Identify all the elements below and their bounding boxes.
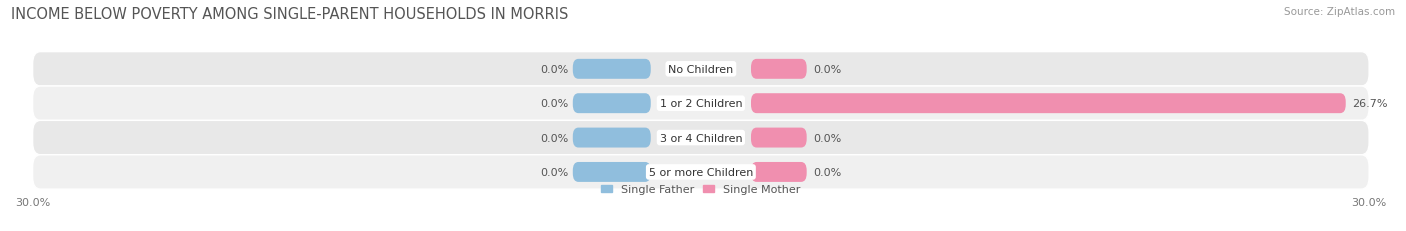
FancyBboxPatch shape — [32, 52, 1369, 87]
Text: 1 or 2 Children: 1 or 2 Children — [659, 99, 742, 109]
Text: 26.7%: 26.7% — [1353, 99, 1388, 109]
FancyBboxPatch shape — [572, 94, 651, 114]
FancyBboxPatch shape — [751, 162, 807, 182]
Legend: Single Father, Single Mother: Single Father, Single Mother — [602, 185, 800, 195]
Text: 0.0%: 0.0% — [540, 99, 568, 109]
Text: 0.0%: 0.0% — [813, 167, 842, 177]
FancyBboxPatch shape — [32, 155, 1369, 189]
Text: 5 or more Children: 5 or more Children — [648, 167, 754, 177]
Text: 0.0%: 0.0% — [540, 133, 568, 143]
Text: 0.0%: 0.0% — [813, 133, 842, 143]
Text: 3 or 4 Children: 3 or 4 Children — [659, 133, 742, 143]
FancyBboxPatch shape — [572, 128, 651, 148]
Text: 0.0%: 0.0% — [813, 64, 842, 75]
Text: 0.0%: 0.0% — [540, 64, 568, 75]
FancyBboxPatch shape — [32, 87, 1369, 121]
FancyBboxPatch shape — [32, 121, 1369, 155]
Text: No Children: No Children — [668, 64, 734, 75]
FancyBboxPatch shape — [572, 60, 651, 79]
FancyBboxPatch shape — [751, 94, 1346, 114]
FancyBboxPatch shape — [751, 128, 807, 148]
Text: 0.0%: 0.0% — [540, 167, 568, 177]
FancyBboxPatch shape — [751, 60, 807, 79]
Text: INCOME BELOW POVERTY AMONG SINGLE-PARENT HOUSEHOLDS IN MORRIS: INCOME BELOW POVERTY AMONG SINGLE-PARENT… — [11, 7, 568, 22]
FancyBboxPatch shape — [572, 162, 651, 182]
Text: Source: ZipAtlas.com: Source: ZipAtlas.com — [1284, 7, 1395, 17]
